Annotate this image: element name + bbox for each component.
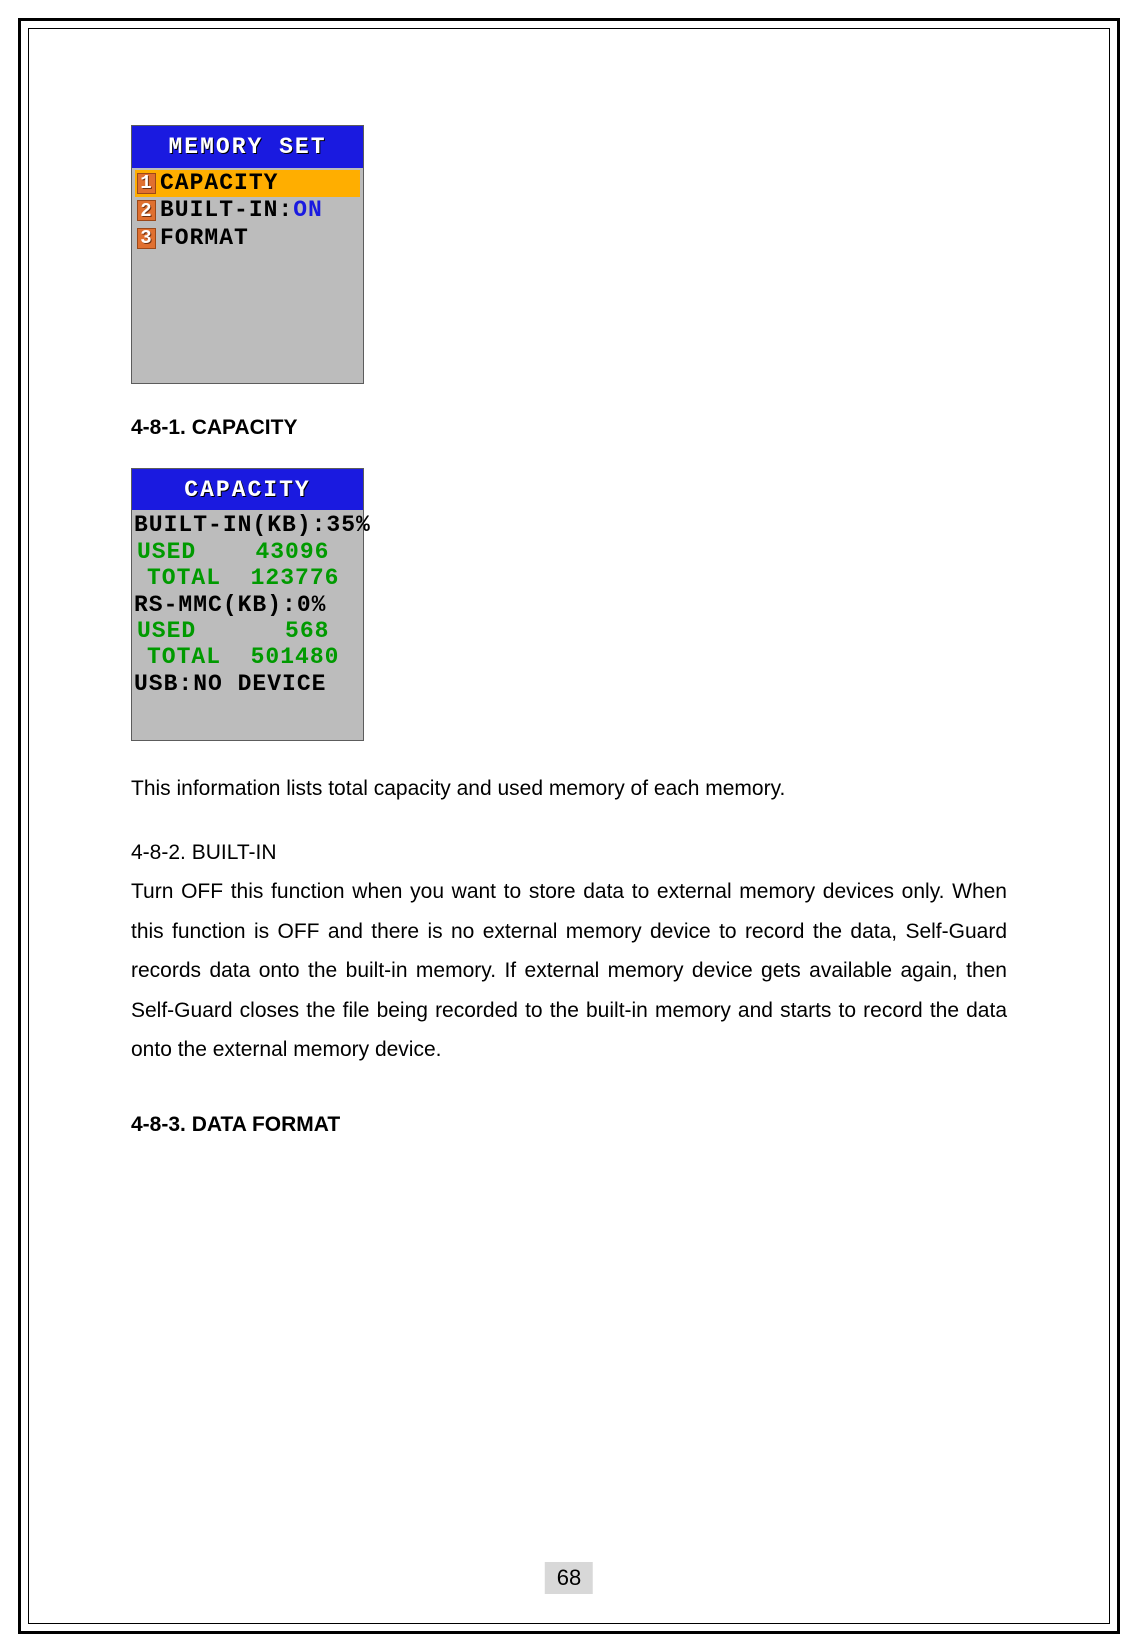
cap-total-label: TOTAL: [147, 644, 221, 670]
capacity-rsmmc-label: RS-MMC(KB):0%: [134, 592, 363, 618]
capacity-rsmmc-total: TOTAL 501480: [134, 644, 363, 670]
page-number: 68: [545, 1562, 593, 1594]
heading-builtin: 4-8-2. BUILT-IN: [131, 833, 1007, 872]
memory-set-header: MEMORY SET: [132, 126, 363, 168]
cap-used-value: 568: [285, 618, 329, 644]
cap-total-value: 501480: [251, 644, 340, 670]
heading-data-format: 4-8-3. DATA FORMAT: [131, 1113, 1007, 1137]
capacity-header: CAPACITY: [132, 469, 363, 511]
capacity-rsmmc-used: USED 568: [134, 618, 363, 644]
menu-number-icon: 2: [137, 200, 156, 221]
cap-total-label: TOTAL: [147, 565, 221, 591]
menu-label: BUILT-IN:: [160, 197, 293, 225]
capacity-builtin-label: BUILT-IN(KB):35%: [134, 512, 363, 538]
capacity-screen: CAPACITY BUILT-IN(KB):35% USED 43096 TOT…: [131, 468, 364, 742]
cap-used-value: 43096: [255, 539, 329, 565]
menu-item-builtin[interactable]: 2 BUILT-IN:ON: [135, 197, 360, 225]
capacity-body: BUILT-IN(KB):35% USED 43096 TOTAL 123776…: [132, 510, 363, 740]
cap-total-value: 123776: [251, 565, 340, 591]
page-content: MEMORY SET 1 CAPACITY 2 BUILT-IN:ON 3 FO…: [131, 125, 1007, 1137]
menu-label: FORMAT: [160, 225, 249, 253]
menu-item-format[interactable]: 3 FORMAT: [135, 225, 360, 253]
capacity-description: This information lists total capacity an…: [131, 769, 1007, 808]
capacity-usb-label: USB:NO DEVICE: [134, 671, 363, 697]
menu-number-icon: 3: [137, 228, 156, 249]
menu-label: CAPACITY: [160, 170, 278, 198]
memory-set-body: 1 CAPACITY 2 BUILT-IN:ON 3 FORMAT: [132, 168, 363, 383]
cap-used-label: USED: [137, 618, 196, 644]
menu-item-capacity[interactable]: 1 CAPACITY: [135, 170, 360, 198]
menu-value: ON: [293, 197, 323, 225]
heading-capacity: 4-8-1. CAPACITY: [131, 416, 1007, 440]
capacity-builtin-used: USED 43096: [134, 539, 363, 565]
capacity-builtin-total: TOTAL 123776: [134, 565, 363, 591]
memory-set-screen: MEMORY SET 1 CAPACITY 2 BUILT-IN:ON 3 FO…: [131, 125, 364, 384]
builtin-description: Turn OFF this function when you want to …: [131, 872, 1007, 1069]
cap-used-label: USED: [137, 539, 196, 565]
menu-number-icon: 1: [137, 173, 156, 194]
